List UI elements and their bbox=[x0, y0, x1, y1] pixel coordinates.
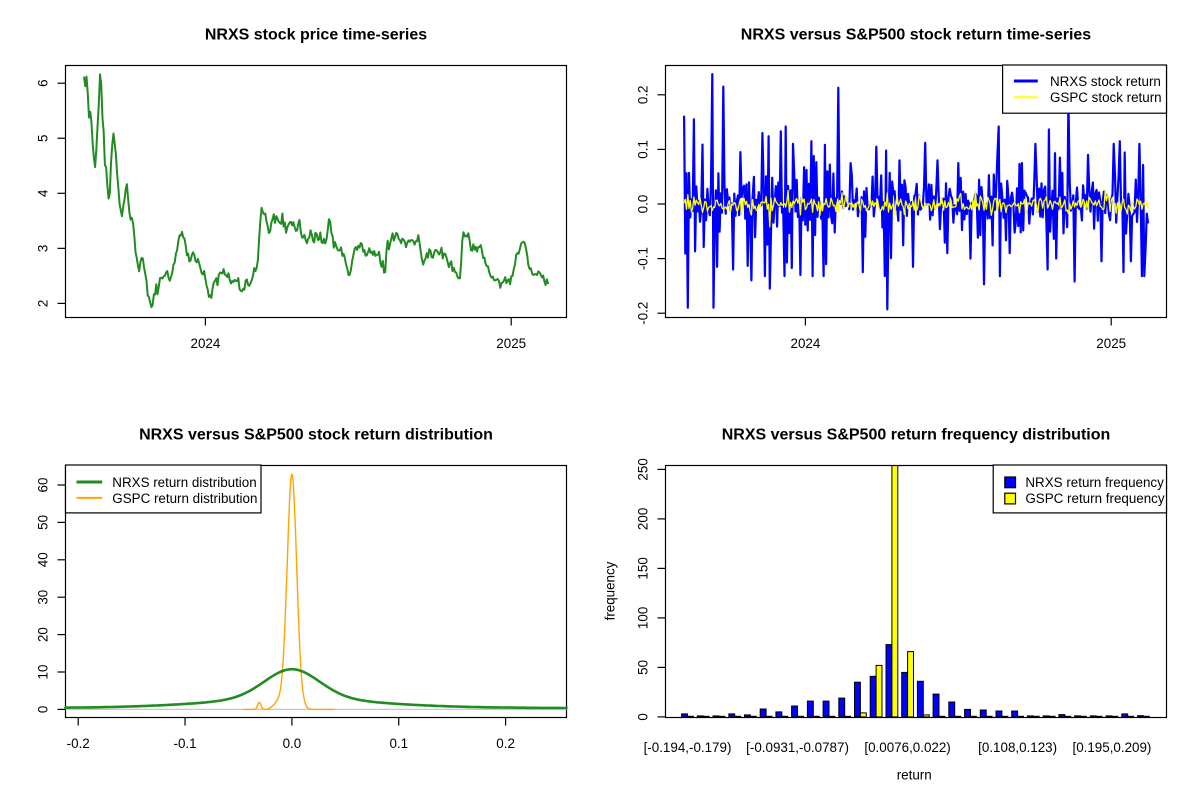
svg-text:40: 40 bbox=[36, 552, 51, 567]
svg-text:-0.2: -0.2 bbox=[67, 736, 90, 751]
svg-text:[0.195,0.209): [0.195,0.209) bbox=[1072, 740, 1151, 755]
svg-text:2025: 2025 bbox=[496, 336, 526, 351]
svg-text:0.1: 0.1 bbox=[636, 140, 651, 159]
svg-text:NRXS stock return: NRXS stock return bbox=[1050, 74, 1161, 89]
svg-text:2: 2 bbox=[36, 300, 51, 307]
svg-text:50: 50 bbox=[636, 660, 651, 675]
svg-text:[-0.0931,-0.0787): [-0.0931,-0.0787) bbox=[746, 740, 849, 755]
svg-text:3: 3 bbox=[36, 245, 51, 252]
svg-text:50: 50 bbox=[36, 515, 51, 530]
svg-text:frequency: frequency bbox=[603, 561, 618, 620]
svg-text:60: 60 bbox=[36, 478, 51, 493]
svg-text:4: 4 bbox=[36, 189, 51, 197]
svg-text:200: 200 bbox=[636, 508, 651, 530]
svg-text:10: 10 bbox=[36, 665, 51, 680]
svg-text:2025: 2025 bbox=[1096, 336, 1126, 351]
svg-text:GSPC return frequency: GSPC return frequency bbox=[1025, 491, 1164, 506]
svg-text:2024: 2024 bbox=[191, 336, 221, 351]
svg-text:-0.1: -0.1 bbox=[636, 247, 651, 270]
svg-text:30: 30 bbox=[36, 590, 51, 605]
svg-text:GSPC return distribution: GSPC return distribution bbox=[112, 491, 257, 506]
svg-text:0.0: 0.0 bbox=[283, 736, 302, 751]
svg-text:NRXS versus S&P500 stock retur: NRXS versus S&P500 stock return time-ser… bbox=[741, 26, 1091, 43]
svg-text:100: 100 bbox=[636, 607, 651, 629]
svg-text:return: return bbox=[897, 768, 932, 783]
svg-text:-0.2: -0.2 bbox=[636, 302, 651, 325]
svg-text:0.2: 0.2 bbox=[496, 736, 515, 751]
svg-text:-0.1: -0.1 bbox=[174, 736, 197, 751]
svg-text:250: 250 bbox=[636, 458, 651, 480]
svg-text:6: 6 bbox=[36, 79, 51, 86]
svg-text:NRXS return frequency: NRXS return frequency bbox=[1025, 475, 1164, 490]
svg-text:5: 5 bbox=[36, 135, 51, 142]
svg-text:20: 20 bbox=[36, 627, 51, 642]
svg-text:0: 0 bbox=[36, 706, 51, 713]
svg-text:0.0: 0.0 bbox=[636, 195, 651, 214]
svg-text:0.2: 0.2 bbox=[636, 85, 651, 104]
svg-text:[0.0076,0.022): [0.0076,0.022) bbox=[864, 740, 950, 755]
svg-text:[-0.194,-0.179): [-0.194,-0.179) bbox=[644, 740, 732, 755]
svg-text:NRXS versus S&P500 return freq: NRXS versus S&P500 return frequency dist… bbox=[722, 426, 1111, 443]
svg-text:NRXS return distribution: NRXS return distribution bbox=[112, 475, 256, 490]
svg-text:150: 150 bbox=[636, 557, 651, 579]
svg-text:[0.108,0.123): [0.108,0.123) bbox=[978, 740, 1057, 755]
svg-text:NRXS stock price time-series: NRXS stock price time-series bbox=[205, 26, 427, 43]
svg-text:0.1: 0.1 bbox=[389, 736, 408, 751]
svg-text:0: 0 bbox=[636, 713, 651, 720]
svg-text:NRXS versus S&P500 stock retur: NRXS versus S&P500 stock return distribu… bbox=[139, 426, 493, 443]
svg-text:GSPC stock return: GSPC stock return bbox=[1050, 90, 1162, 105]
svg-text:2024: 2024 bbox=[791, 336, 821, 351]
